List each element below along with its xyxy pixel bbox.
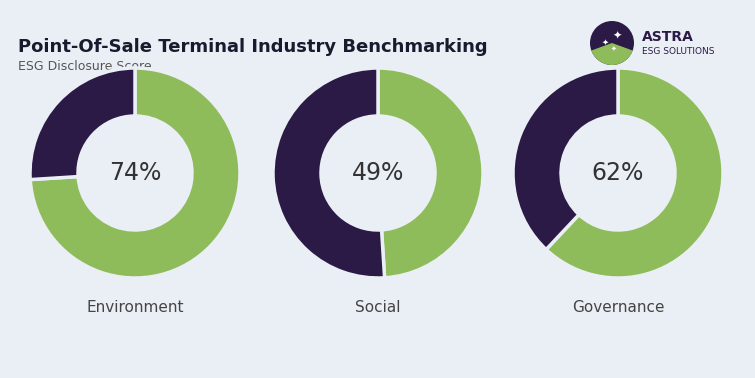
Text: 49%: 49% <box>352 161 404 185</box>
Text: ESG Disclosure Score: ESG Disclosure Score <box>18 60 152 73</box>
Text: Environment: Environment <box>86 300 183 315</box>
Wedge shape <box>30 68 135 180</box>
Wedge shape <box>30 68 240 278</box>
Text: 62%: 62% <box>592 161 644 185</box>
Text: 74%: 74% <box>109 161 161 185</box>
Wedge shape <box>378 68 483 278</box>
Wedge shape <box>273 68 384 278</box>
Circle shape <box>590 21 634 65</box>
Text: Point-Of-Sale Terminal Industry Benchmarking: Point-Of-Sale Terminal Industry Benchmar… <box>18 38 488 56</box>
Text: ✦: ✦ <box>602 37 609 46</box>
Text: Social: Social <box>356 300 401 315</box>
Text: ✦: ✦ <box>611 46 617 52</box>
Text: ASTRA: ASTRA <box>642 30 694 44</box>
Text: Governance: Governance <box>572 300 664 315</box>
Wedge shape <box>591 43 633 65</box>
Wedge shape <box>546 68 723 278</box>
Text: ✦: ✦ <box>612 31 621 41</box>
Text: ESG SOLUTIONS: ESG SOLUTIONS <box>642 46 714 56</box>
Wedge shape <box>513 68 618 249</box>
